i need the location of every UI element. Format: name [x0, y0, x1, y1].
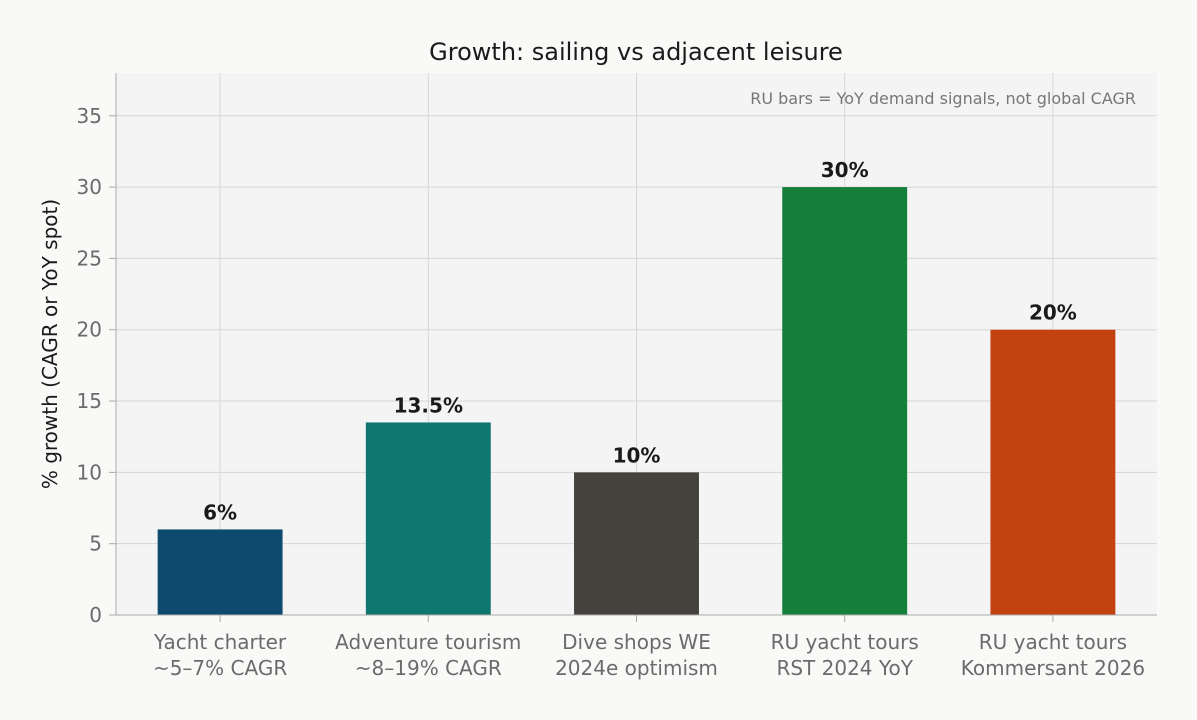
- bar: [782, 187, 908, 615]
- bar: [990, 329, 1116, 615]
- y-tick-label: 35: [77, 104, 102, 128]
- bars: [157, 187, 1116, 615]
- bar: [157, 529, 283, 615]
- x-tick-label: Dive shops WE 2024e optimism: [555, 630, 718, 680]
- data-label: 13.5%: [394, 393, 463, 417]
- chart-annotation: RU bars = YoY demand signals, not global…: [750, 89, 1136, 108]
- x-tick-label: Yacht charter ~5–7% CAGR: [153, 630, 287, 680]
- y-axis-label: % growth (CAGR or YoY spot): [38, 199, 62, 489]
- data-label: 10%: [613, 443, 661, 467]
- data-label: 6%: [203, 500, 237, 524]
- y-tick-label: 25: [77, 246, 102, 270]
- y-tick-label: 20: [77, 318, 102, 342]
- y-tick-label: 10: [77, 460, 102, 484]
- y-tick-label: 30: [77, 175, 102, 199]
- bar: [365, 422, 491, 615]
- y-tick-label: 0: [89, 603, 102, 627]
- y-tick-label: 5: [89, 532, 102, 556]
- data-label: 20%: [1029, 301, 1077, 325]
- x-tick-label: Adventure tourism ~8–19% CAGR: [335, 630, 521, 680]
- x-tick-label: RU yacht tours RST 2024 YoY: [771, 630, 919, 680]
- x-tick-label: RU yacht tours Kommersant 2026: [961, 630, 1145, 680]
- bar: [574, 472, 699, 615]
- axes: [109, 73, 1157, 622]
- data-label: 30%: [821, 158, 869, 182]
- y-tick-label: 15: [77, 389, 102, 413]
- labels: 0 5 10 15 20 25 30 35 6% 13.5% 10% 30% 20% Yacht char…: [77, 104, 1146, 680]
- chart-title: Growth: sailing vs adjacent leisure: [429, 38, 843, 66]
